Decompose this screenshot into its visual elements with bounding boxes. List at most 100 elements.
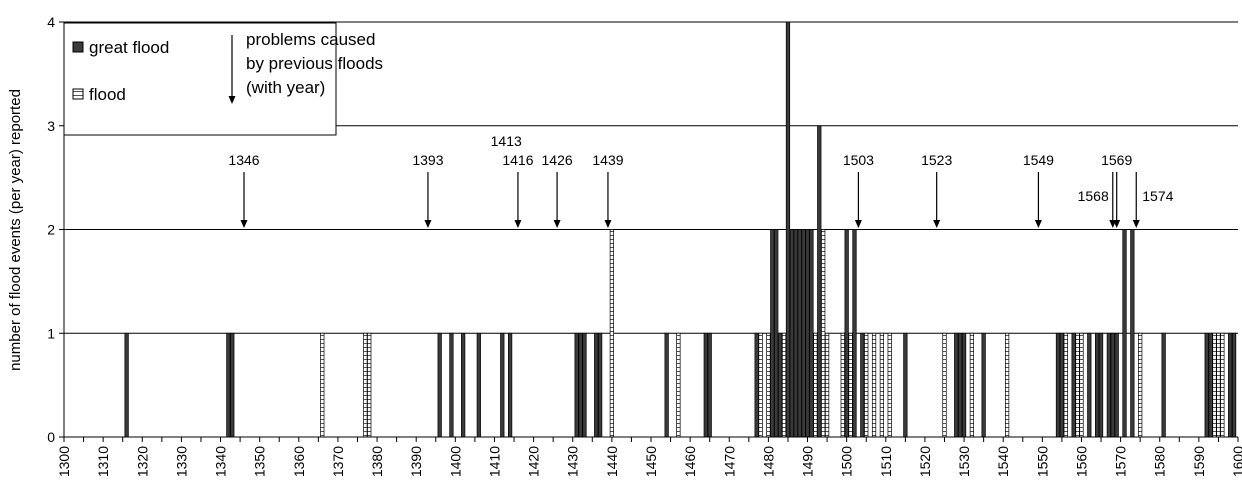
flood-bar — [879, 332, 884, 438]
great-flood-bar — [961, 332, 967, 438]
great-flood-bar — [852, 229, 857, 438]
flood-bar — [840, 332, 845, 438]
annotation-arrowhead-icon — [1113, 220, 1121, 228]
flood-swatch — [72, 88, 84, 100]
bars-layer — [124, 21, 1237, 438]
great-flood-bar — [500, 332, 505, 438]
annotation-year-label: 1503 — [843, 152, 874, 168]
great-flood-bar — [578, 332, 583, 438]
flood-bar — [1212, 332, 1217, 438]
legend-arrow-line2: by previous floods — [246, 54, 383, 73]
great-flood-bar — [226, 332, 231, 438]
flood-bar — [781, 332, 787, 438]
great-flood-bar — [809, 229, 814, 438]
x-tick-label: 1300 — [56, 446, 72, 477]
x-tick-label: 1370 — [330, 446, 346, 477]
y-tick-labels: 0 1 2 3 4 — [47, 14, 55, 445]
great-flood-bar — [449, 332, 454, 438]
great-flood-bar — [1071, 332, 1076, 438]
annotation-year-label: 1393 — [412, 152, 443, 168]
x-tick-label: 1600 — [1230, 446, 1242, 477]
great-flood-bar — [707, 332, 712, 438]
annotation-arrowhead-icon — [553, 220, 561, 228]
flood-bar — [824, 332, 830, 438]
annotation-year-label: 1568 — [1078, 188, 1109, 204]
annotation-arrowhead-icon — [854, 220, 862, 228]
x-tick-label: 1420 — [526, 446, 542, 477]
annotation-year-label: 1426 — [542, 152, 573, 168]
flood-bar — [609, 229, 614, 438]
great-flood-bar — [1055, 332, 1061, 438]
annotation-year-label: 1346 — [228, 152, 259, 168]
great-flood-bar — [958, 332, 963, 438]
great-flood-bar — [797, 229, 802, 438]
great-flood-bar — [1114, 332, 1119, 438]
x-tick-label: 1360 — [291, 446, 307, 477]
x-tick-label: 1480 — [760, 446, 776, 477]
flood-bar — [1005, 332, 1010, 438]
annotation-year-label: 1549 — [1023, 152, 1054, 168]
great-flood-swatch — [72, 41, 84, 53]
great-flood-bar — [1106, 332, 1111, 438]
great-flood-bar — [1059, 332, 1065, 438]
x-tick-label: 1510 — [878, 446, 894, 477]
great-flood-bar — [801, 229, 806, 438]
flood-problem-annotations: 1346 1393 1413 1416 1426 1439 1503 1523 1549 1568… — [228, 133, 1174, 228]
annotation-arrowhead-icon — [604, 220, 612, 228]
legend-flood-label: flood — [89, 85, 126, 104]
flood-bar — [1138, 332, 1143, 438]
flood-bar — [758, 332, 763, 438]
great-flood-bar — [230, 332, 235, 438]
great-flood-bar — [789, 229, 794, 438]
annotation-arrowhead-icon — [933, 220, 941, 228]
great-flood-bar — [437, 332, 442, 438]
x-tick-label: 1470 — [721, 446, 737, 477]
annotation-year-label: 1569 — [1101, 152, 1132, 168]
flood-bar — [766, 332, 771, 438]
annotation-arrowhead-icon — [514, 220, 522, 228]
annotation-year-label: 1416 — [502, 152, 533, 168]
flood-bar — [942, 332, 947, 438]
great-flood-bar — [1208, 332, 1213, 438]
annotation-arrowhead-icon — [1034, 220, 1042, 228]
flood-bar — [367, 332, 372, 438]
flood-bar — [320, 332, 325, 438]
great-flood-bar — [1130, 229, 1135, 438]
great-flood-bar — [981, 332, 986, 438]
y-tick-label: 2 — [47, 222, 55, 238]
x-tick-label: 1350 — [252, 446, 268, 477]
great-flood-bar — [598, 332, 603, 438]
great-flood-bar — [1161, 332, 1166, 438]
great-flood-bar — [461, 332, 466, 438]
great-flood-bar — [664, 332, 669, 438]
annotation-year-label: 1439 — [592, 152, 623, 168]
x-tick-label: 1520 — [917, 446, 933, 477]
great-flood-bar — [1098, 332, 1104, 438]
great-flood-bar — [903, 332, 908, 438]
great-flood-bar — [703, 332, 708, 438]
x-tick-label: 1500 — [839, 446, 855, 477]
great-flood-bar — [860, 332, 865, 438]
annotation-year-label: 1413 — [491, 133, 522, 149]
flood-bar — [676, 332, 681, 438]
legend-arrowhead-icon — [228, 96, 236, 104]
flood-bar — [887, 332, 892, 438]
great-flood-bar — [793, 229, 798, 438]
x-tick-label: 1450 — [643, 446, 659, 477]
great-flood-bar — [582, 332, 587, 438]
x-tick-label: 1330 — [173, 446, 189, 477]
annotation-year-label: 1523 — [921, 152, 952, 168]
great-flood-bar — [1110, 332, 1115, 438]
great-flood-bar — [1231, 332, 1237, 438]
flood-bar — [848, 332, 853, 438]
great-flood-bar — [508, 332, 513, 438]
great-flood-bar — [954, 332, 959, 438]
annotation-arrowhead-icon — [240, 220, 248, 228]
legend-great-flood-label: great flood — [89, 38, 169, 57]
legend-arrow-line1: problems caused — [246, 30, 375, 49]
flood-bar — [1216, 332, 1221, 438]
y-tick-label: 1 — [47, 325, 55, 341]
flood-bar — [864, 332, 869, 438]
legend-arrow-line3: (with year) — [246, 78, 325, 97]
